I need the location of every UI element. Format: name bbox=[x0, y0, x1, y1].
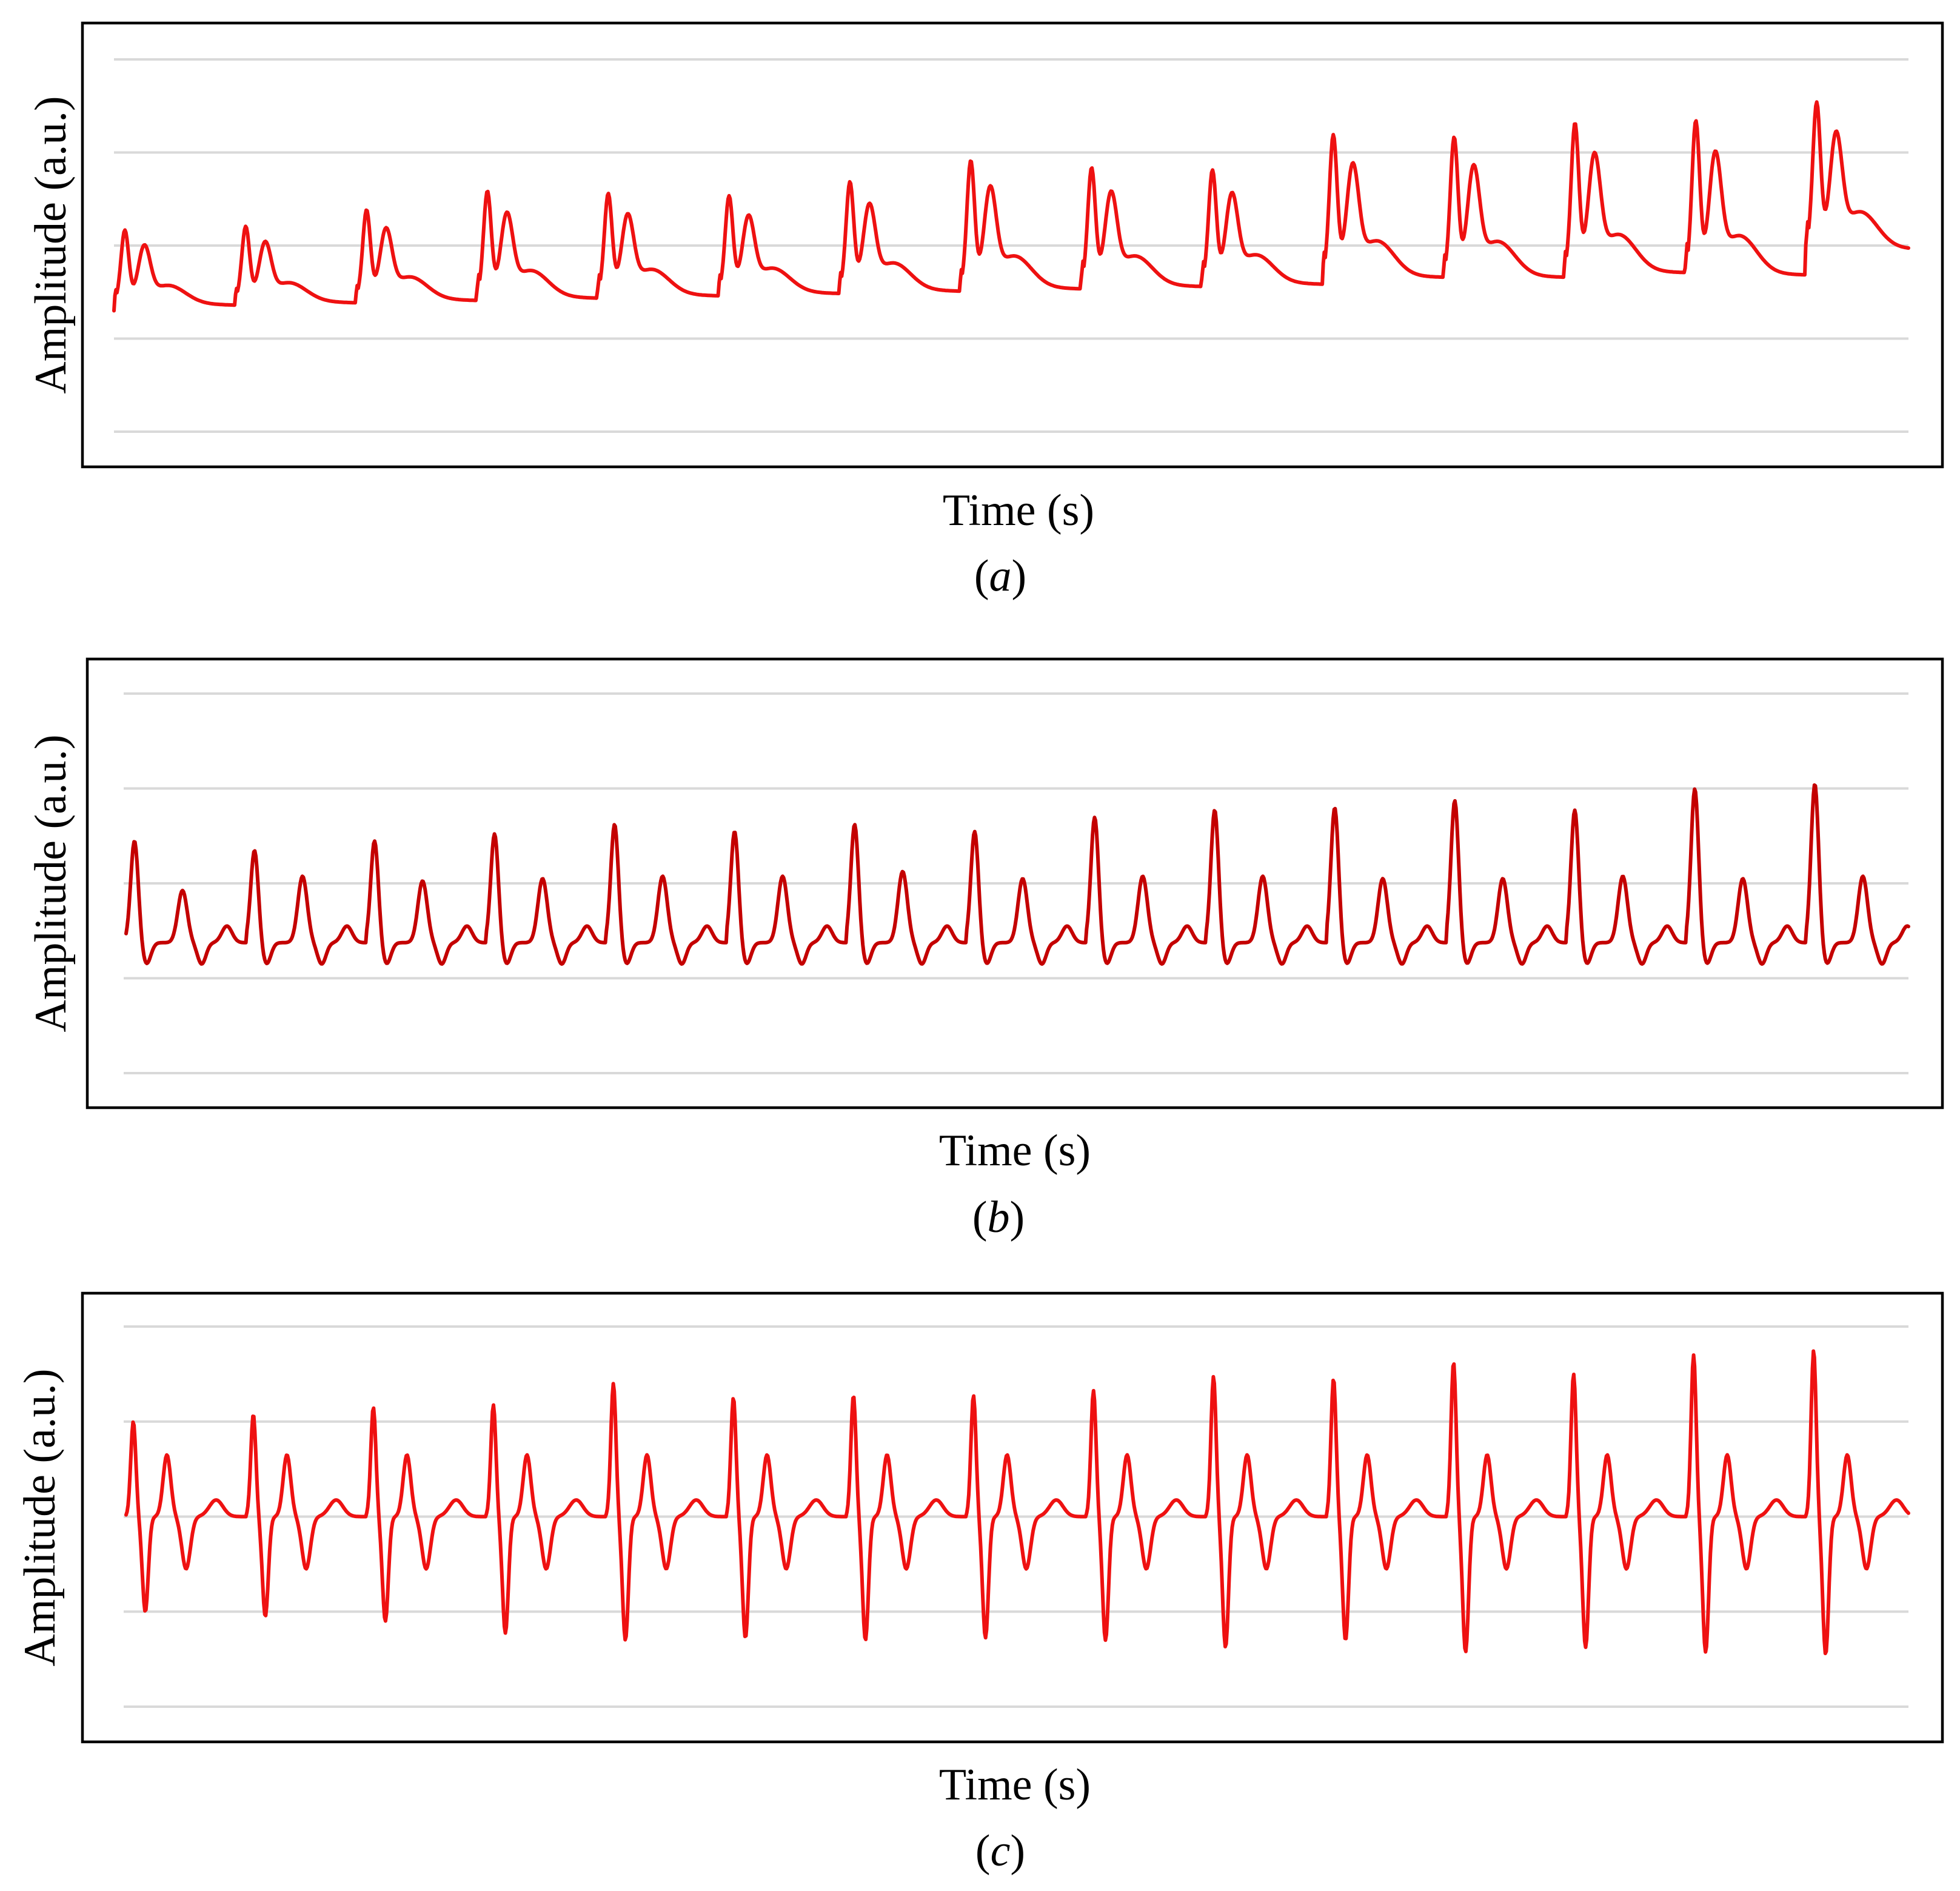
signal-line-a bbox=[112, 100, 1910, 313]
x-axis-label-a: Time (s) bbox=[943, 486, 1094, 535]
signal-line-b bbox=[124, 783, 1910, 966]
panel-letter-c: c bbox=[991, 1826, 1011, 1876]
gridlines-b bbox=[124, 692, 1908, 1074]
y-axis-label-c: Amplitude (a.u.) bbox=[15, 1368, 65, 1666]
panel-caption-c: (c) bbox=[975, 1826, 1025, 1876]
panel-caption-b: (b) bbox=[972, 1193, 1025, 1242]
panel-letter-a: a bbox=[989, 551, 1012, 601]
y-axis-label-a: Amplitude (a.u.) bbox=[26, 96, 76, 393]
chart-panel-a: Amplitude (a.u.) Time (s) (a) bbox=[26, 21, 1944, 601]
panel-caption-a: (a) bbox=[974, 551, 1026, 601]
plot-frame-c bbox=[81, 1291, 1944, 1744]
signal-line-c bbox=[124, 1349, 1910, 1656]
plot-frame-a bbox=[81, 21, 1944, 469]
chart-panel-c: Amplitude (a.u.) Time (s) (c) bbox=[15, 1291, 1944, 1876]
gridlines-a bbox=[114, 58, 1908, 433]
x-axis-label-c: Time (s) bbox=[939, 1760, 1091, 1810]
plot-frame-b bbox=[85, 657, 1944, 1109]
x-axis-label-b: Time (s) bbox=[939, 1126, 1091, 1176]
chart-panel-b: Amplitude (a.u.) Time (s) (b) bbox=[26, 657, 1944, 1242]
y-axis-label-b: Amplitude (a.u.) bbox=[26, 734, 76, 1032]
panel-letter-b: b bbox=[988, 1193, 1010, 1242]
